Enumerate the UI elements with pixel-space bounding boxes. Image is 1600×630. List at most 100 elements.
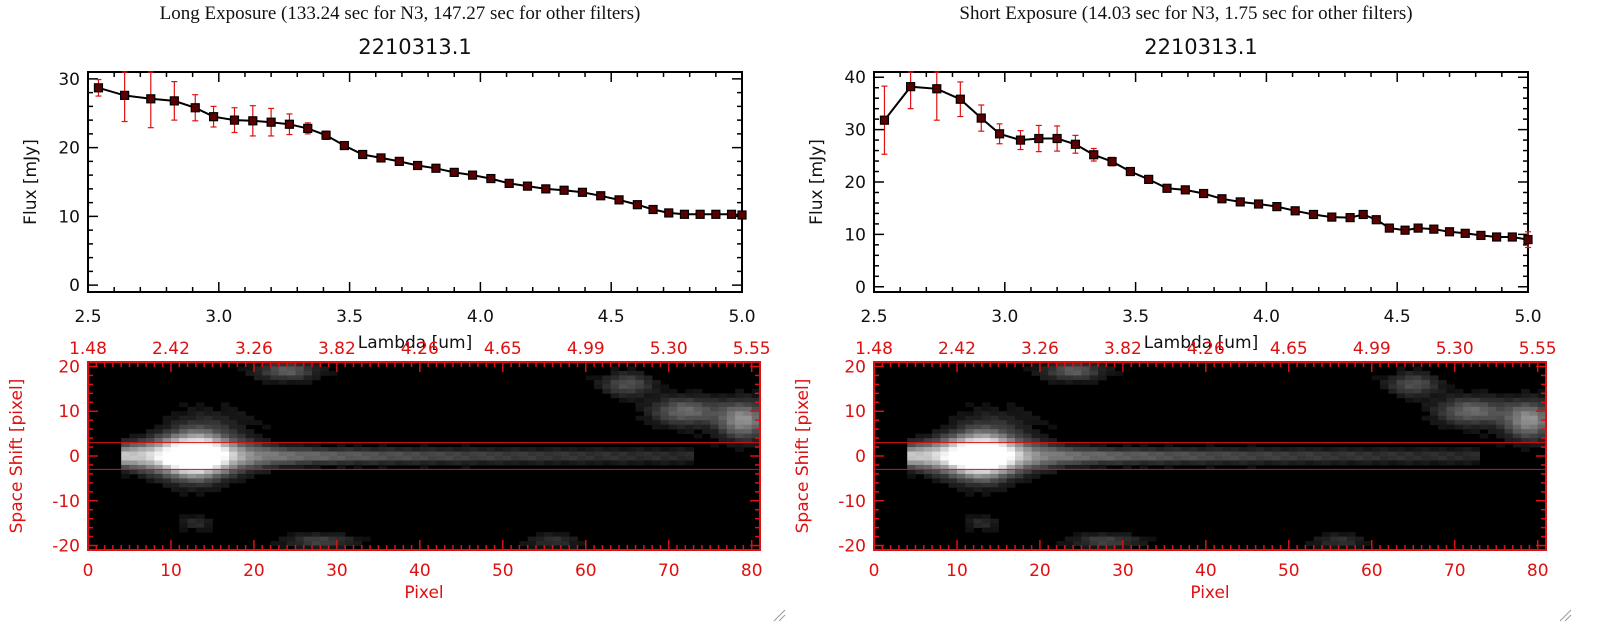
image-pixel — [1346, 532, 1356, 537]
image-pixel — [668, 388, 678, 394]
top-tick-label: 3.26 — [1021, 339, 1059, 359]
image-pixel — [940, 451, 950, 457]
image-pixel — [262, 442, 271, 448]
image-pixel — [643, 415, 653, 421]
image-pixel — [129, 464, 139, 470]
image-pixel — [948, 429, 958, 435]
image-pixel — [610, 393, 620, 399]
image-pixel — [693, 415, 703, 421]
image-pixel — [1081, 447, 1091, 452]
image-pixel — [932, 438, 941, 443]
image-pixel — [569, 447, 578, 452]
image-pixel — [1089, 379, 1099, 385]
image-pixel — [212, 456, 222, 461]
image-pixel — [245, 362, 255, 367]
image-pixel — [965, 518, 974, 524]
image-pixel — [1313, 545, 1323, 551]
image-pixel — [685, 402, 695, 408]
image-pixel — [981, 451, 991, 457]
image-pixel — [668, 402, 678, 408]
image-pixel — [956, 464, 966, 470]
image-pixel — [195, 456, 205, 461]
image-pixel — [1454, 411, 1464, 417]
data-point — [1107, 156, 1117, 167]
image-pixel — [1147, 451, 1157, 457]
image-pixel — [519, 456, 529, 461]
image-pixel — [710, 429, 719, 435]
image-pixel — [295, 370, 305, 376]
image-pixel — [1338, 451, 1348, 457]
x-tick-label: 3.5 — [336, 307, 363, 327]
image-pixel — [1098, 451, 1107, 457]
image-pixel — [1521, 447, 1530, 452]
image-pixel — [353, 464, 363, 470]
image-pixel — [660, 451, 670, 457]
image-pixel — [1297, 447, 1306, 452]
image-pixel — [320, 451, 329, 457]
image-pixel — [718, 393, 728, 399]
image-pixel — [237, 447, 247, 452]
image-pixel — [1421, 402, 1431, 408]
image-pixel — [336, 447, 346, 452]
image-pixel — [394, 460, 404, 466]
data-point — [1052, 133, 1062, 144]
data-point — [486, 173, 496, 184]
image-pixel — [436, 460, 446, 466]
image-pixel — [1023, 464, 1033, 470]
data-point — [1015, 135, 1026, 145]
image-pixel — [453, 451, 462, 457]
image-pixel — [1230, 460, 1240, 466]
image-pixel — [1031, 464, 1041, 470]
image-pixel — [212, 411, 222, 417]
image-pixel — [973, 424, 983, 430]
image-pixel — [1197, 447, 1207, 452]
image-pixel — [345, 536, 354, 542]
x-tick-label: 70 — [1444, 561, 1466, 581]
image-pixel — [693, 397, 703, 403]
image-pixel — [1529, 442, 1539, 448]
image-pixel — [1463, 415, 1472, 421]
y-tick-label: -10 — [838, 492, 866, 512]
image-pixel — [179, 518, 188, 524]
image-pixel — [1421, 388, 1431, 394]
image-pixel — [278, 362, 288, 367]
image-pixel — [195, 406, 205, 412]
image-pixel — [990, 451, 999, 457]
data-point — [955, 94, 965, 104]
image-pixel — [718, 411, 728, 417]
resize-grip-icon[interactable] — [772, 608, 786, 622]
image-pixel — [336, 541, 346, 546]
image-pixel — [1023, 420, 1033, 426]
resize-grip-icon[interactable] — [1558, 608, 1572, 622]
image-pixel — [295, 532, 305, 537]
image-pixel — [1031, 451, 1041, 457]
image-pixel — [685, 406, 695, 412]
image-pixel — [361, 451, 371, 457]
image-pixel — [1048, 456, 1057, 461]
image-pixel — [1429, 447, 1439, 452]
image-pixel — [1180, 460, 1190, 466]
image-pixel — [710, 415, 719, 421]
image-pixel — [990, 460, 999, 466]
image-pixel — [1371, 456, 1381, 461]
top-tick-label: 3.26 — [235, 339, 273, 359]
image-pixel — [187, 478, 197, 484]
image-pixel — [668, 451, 678, 457]
data-point — [679, 209, 690, 219]
image-pixel — [1048, 451, 1057, 457]
image-pixel — [1064, 370, 1074, 376]
image-pixel — [1139, 451, 1149, 457]
image-pixel — [1098, 375, 1107, 381]
image-pixel — [718, 420, 728, 426]
image-pixel — [1122, 541, 1132, 546]
x-tick-label: 3.0 — [205, 307, 232, 327]
image-pixel — [751, 402, 761, 408]
spectrum-chart: 2210313.12.5 3.0 3.5 4.0 4.5 5.0010203040Lamb… — [807, 35, 1542, 350]
image-pixel — [1073, 362, 1082, 367]
image-pixel — [1479, 397, 1489, 403]
image-pixel — [1098, 464, 1107, 470]
data-point — [541, 184, 551, 194]
image-pixel — [345, 541, 354, 546]
image-pixel — [1363, 447, 1373, 452]
image-pixel — [915, 464, 925, 470]
